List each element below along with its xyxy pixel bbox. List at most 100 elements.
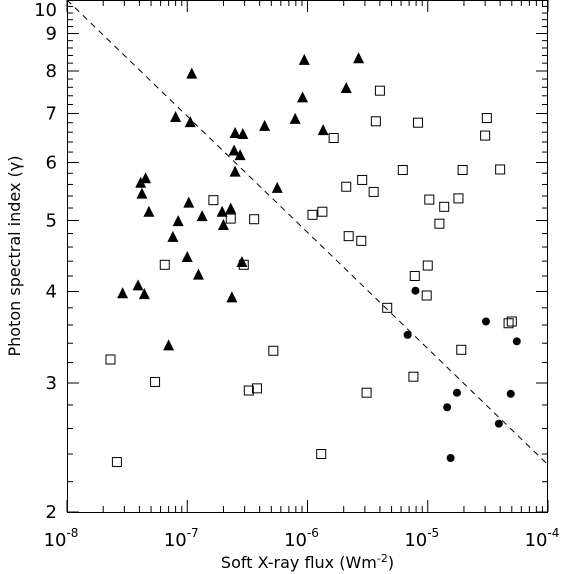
square-point: [434, 218, 445, 229]
y-tick-label: 10: [34, 0, 57, 21]
circle-point: [443, 403, 452, 412]
square-point: [382, 302, 393, 313]
triangle-point: [298, 53, 310, 65]
triangle-point: [172, 215, 184, 227]
square-point: [328, 133, 339, 144]
x-tick-label-base: 10: [284, 530, 307, 551]
triangle-point: [135, 176, 147, 188]
circle-point: [506, 389, 515, 398]
y-tick-label: 3: [46, 373, 57, 394]
square-point: [208, 195, 219, 206]
square-point: [316, 448, 327, 459]
x-tick-label-exponent: -5: [427, 526, 439, 540]
circle-point: [481, 317, 490, 326]
x-axis-label-close: ): [388, 553, 394, 572]
y-tick-label: 5: [46, 211, 57, 232]
square-point: [105, 354, 116, 365]
y-tick-label: 9: [46, 24, 57, 45]
square-point: [317, 206, 328, 217]
square-point: [111, 457, 122, 468]
square-point: [225, 213, 236, 224]
square-point: [343, 231, 354, 242]
plot-frame: [67, 0, 548, 513]
x-axis-label-exponent: -2: [377, 552, 388, 565]
square-point: [422, 260, 433, 271]
square-point: [480, 130, 491, 141]
square-point: [150, 376, 161, 387]
triangle-point: [138, 288, 150, 300]
y-tick-label: 2: [46, 502, 57, 523]
circle-point: [403, 330, 412, 339]
square-point: [439, 201, 450, 212]
ticks-layer: [66, 0, 549, 513]
x-axis-label-main: Soft X-ray flux (Wm: [221, 553, 377, 572]
square-point: [159, 259, 170, 270]
y-axis-label: Photon spectral index (γ): [5, 156, 24, 357]
y-tick-label: 7: [46, 103, 57, 124]
triangle-point: [143, 205, 155, 217]
circle-point: [512, 337, 521, 346]
triangle-point: [289, 112, 301, 124]
circle-point: [452, 388, 461, 397]
square-point: [481, 113, 492, 124]
triangle-point: [229, 165, 241, 177]
square-point: [249, 214, 260, 225]
x-tick-label: 10-7: [164, 526, 199, 551]
triangle-point: [117, 287, 129, 299]
square-point: [503, 318, 514, 329]
triangle-point: [167, 230, 179, 242]
x-tick-label-exponent: -7: [187, 526, 199, 540]
square-point: [243, 385, 254, 396]
square-point: [424, 194, 435, 205]
square-point: [368, 186, 379, 197]
square-point: [408, 371, 419, 382]
square-point: [356, 235, 367, 246]
square-point: [374, 85, 385, 96]
square-point: [506, 316, 517, 327]
x-tick-label-base: 10: [164, 530, 187, 551]
x-tick-label-base: 10: [404, 530, 427, 551]
triangle-point: [184, 116, 196, 128]
x-axis-label: Soft X-ray flux (Wm-2): [221, 552, 394, 573]
square-point: [357, 174, 368, 185]
square-point: [413, 117, 424, 128]
square-point: [238, 259, 249, 270]
square-point: [456, 344, 467, 355]
y-tick-label: 4: [46, 281, 57, 302]
square-point: [397, 165, 408, 176]
triangle-point: [236, 256, 248, 268]
x-tick-label-base: 10: [525, 530, 548, 551]
triangle-point: [259, 119, 271, 131]
circle-point: [411, 286, 420, 295]
x-tick-label-exponent: -4: [547, 526, 559, 540]
y-tick-label: 6: [46, 153, 57, 174]
triangle-point: [132, 279, 144, 291]
triangle-point: [163, 339, 175, 351]
square-point: [495, 164, 506, 175]
triangle-point: [140, 172, 152, 184]
square-point: [457, 165, 468, 176]
square-point: [341, 181, 352, 192]
triangle-point: [234, 149, 246, 161]
triangle-point: [237, 128, 249, 140]
square-point: [370, 116, 381, 127]
points-layer: [105, 52, 521, 468]
triangle-point: [271, 181, 283, 193]
square-point: [307, 209, 318, 220]
fit-line: [66, 0, 549, 466]
x-tick-label: 10-8: [44, 526, 79, 551]
x-tick-label-exponent: -8: [66, 526, 78, 540]
triangle-point: [228, 144, 240, 156]
triangle-point: [183, 196, 195, 208]
triangle-point: [181, 250, 193, 262]
x-tick-label: 10-5: [404, 526, 439, 551]
square-point: [268, 345, 279, 356]
square-point: [409, 270, 420, 281]
x-tick-label-base: 10: [44, 530, 67, 551]
triangle-point: [353, 52, 365, 64]
square-point: [421, 290, 432, 301]
triangle-point: [317, 124, 329, 136]
y-tick-label: 8: [46, 61, 57, 82]
triangle-point: [170, 110, 182, 122]
